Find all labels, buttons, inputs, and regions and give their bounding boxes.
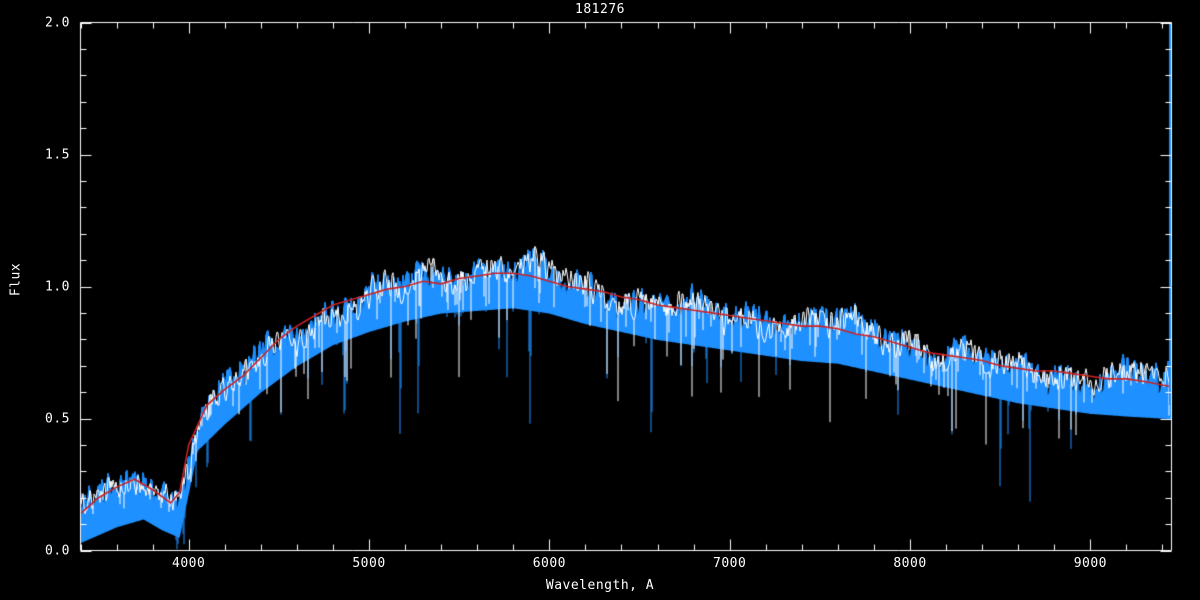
y-tick-label-1.5: 1.5: [45, 147, 70, 162]
y-tick-label-0.0: 0.0: [45, 543, 70, 558]
x-tick-label-4000: 4000: [172, 556, 206, 571]
x-tick-label-7000: 7000: [713, 556, 747, 571]
y-tick-label-1.0: 1.0: [45, 279, 70, 294]
x-tick-label-5000: 5000: [352, 556, 386, 571]
y-tick-label-2.0: 2.0: [45, 15, 70, 30]
x-axis-label: Wavelength, A: [545, 578, 655, 593]
x-tick-label-9000: 9000: [1073, 556, 1107, 571]
y-axis-label: Flux: [8, 262, 24, 297]
x-tick-label-6000: 6000: [532, 556, 567, 571]
y-tick-label-0.5: 0.5: [45, 411, 70, 426]
x-tick-label-8000: 8000: [893, 556, 927, 571]
plot-title: 181276: [575, 2, 625, 17]
